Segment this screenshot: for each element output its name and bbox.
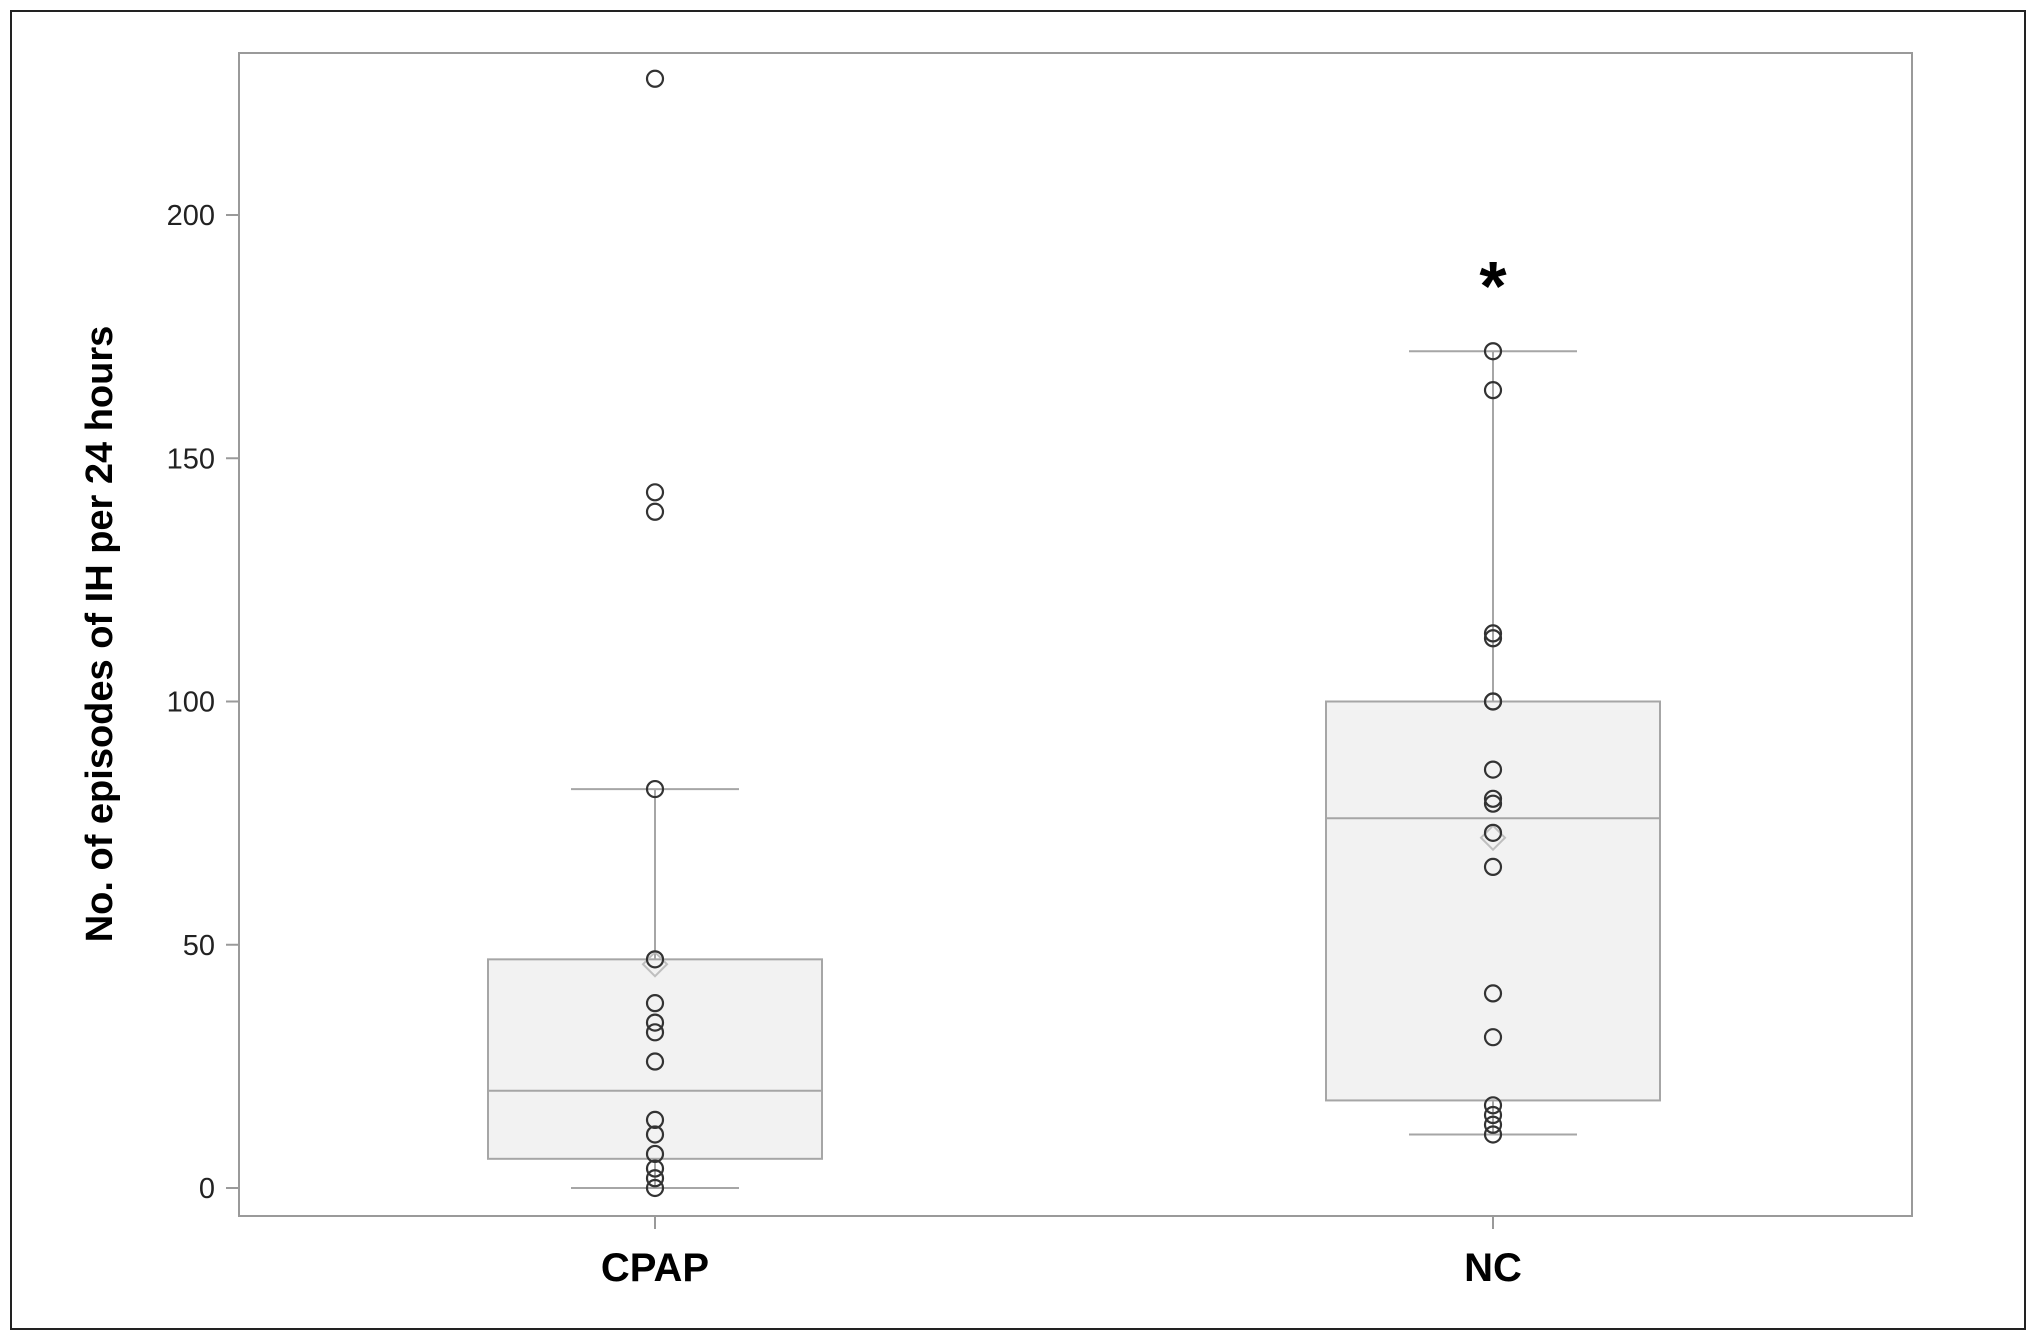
data-point — [645, 69, 665, 88]
box-group-nc: * — [1325, 247, 1661, 1144]
boxes-layer: * — [487, 69, 1661, 1198]
data-point — [1483, 1125, 1503, 1144]
y-axis: 0 50 100 150 200 — [167, 200, 239, 1205]
data-point — [1483, 692, 1503, 711]
data-point — [645, 1159, 665, 1178]
data-point — [1483, 984, 1503, 1003]
data-point — [645, 502, 665, 521]
y-tick-label: 0 — [199, 1173, 215, 1205]
data-point — [645, 1052, 665, 1071]
x-category-label: NC — [1464, 1246, 1522, 1290]
data-point — [645, 1110, 665, 1129]
data-point — [645, 483, 665, 502]
y-axis-title: No. of episodes of IH per 24 hours — [79, 326, 121, 943]
data-point — [1483, 760, 1503, 779]
data-point — [1483, 624, 1503, 643]
y-tick-label: 50 — [183, 930, 215, 962]
data-point — [645, 1125, 665, 1144]
data-point — [1483, 1028, 1503, 1047]
data-point — [645, 779, 665, 799]
x-category-label: CPAP — [601, 1246, 709, 1290]
data-point — [1483, 342, 1503, 361]
y-tick-label: 150 — [167, 443, 215, 475]
data-point — [645, 950, 665, 969]
data-point — [1483, 629, 1503, 648]
data-point — [645, 1023, 665, 1042]
data-point — [645, 1169, 665, 1188]
data-point — [1483, 1115, 1503, 1134]
data-point — [1483, 794, 1503, 813]
y-tick-label: 200 — [167, 200, 215, 232]
x-axis: CPAP NC — [601, 1216, 1522, 1290]
data-point — [645, 1144, 665, 1164]
data-point — [1483, 823, 1503, 842]
box-iqr — [1325, 700, 1661, 1102]
significance-annotation: * — [1479, 247, 1507, 325]
data-point — [1483, 857, 1503, 877]
data-point — [645, 1178, 665, 1198]
figure-frame — [10, 10, 2026, 1330]
data-point — [1483, 1105, 1503, 1125]
data-point — [1483, 1096, 1503, 1115]
y-tick-label: 100 — [167, 687, 215, 719]
box-group-cpap — [487, 69, 823, 1198]
data-point — [1483, 381, 1503, 400]
data-point — [645, 994, 665, 1013]
data-point — [645, 1013, 665, 1032]
data-point — [1483, 789, 1503, 808]
